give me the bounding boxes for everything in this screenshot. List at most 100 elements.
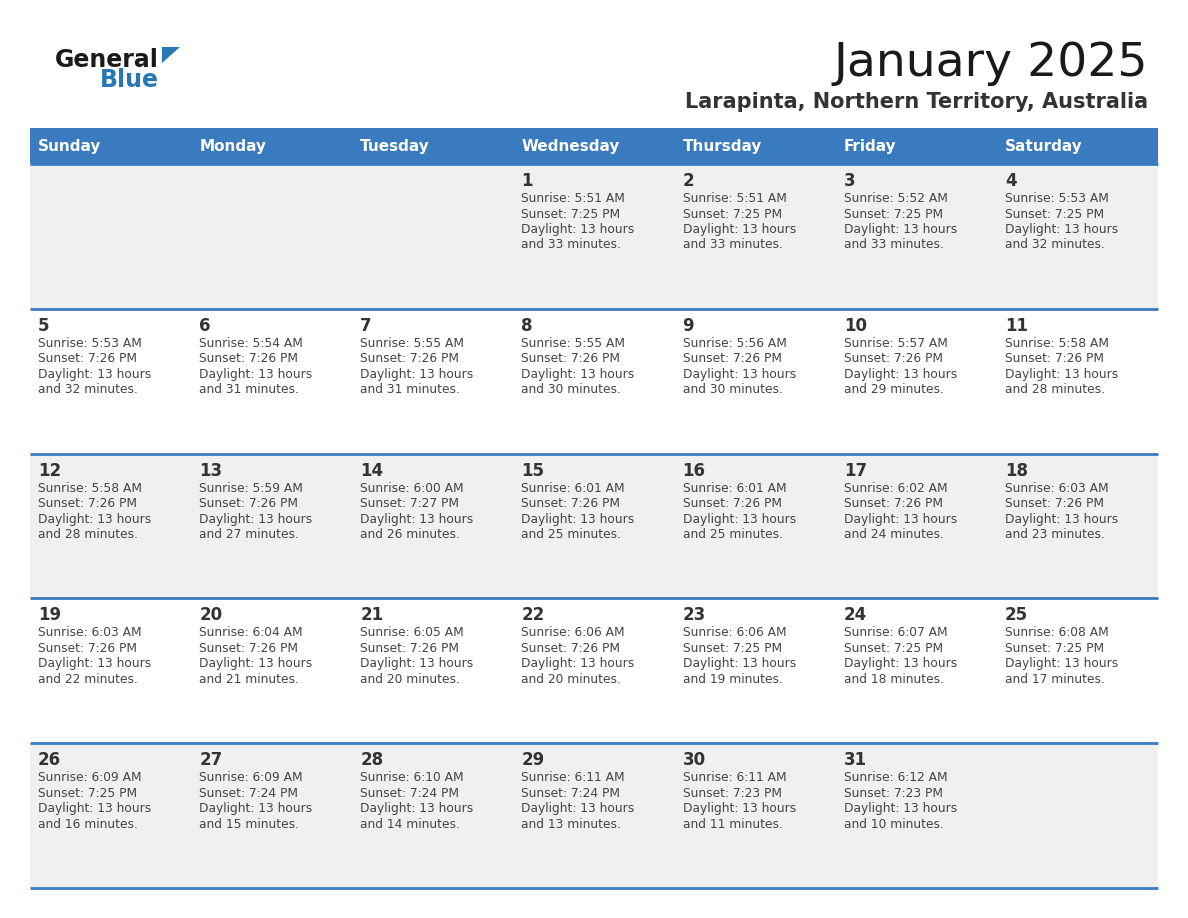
Text: and 29 minutes.: and 29 minutes. (843, 384, 943, 397)
Bar (675, 599, 835, 744)
Bar (30, 308, 191, 453)
Text: Sunrise: 6:12 AM: Sunrise: 6:12 AM (843, 771, 947, 784)
Text: Sunset: 7:25 PM: Sunset: 7:25 PM (843, 642, 943, 655)
Bar (835, 453, 997, 599)
Text: Daylight: 13 hours: Daylight: 13 hours (843, 657, 958, 670)
Bar (513, 164, 675, 308)
Bar (675, 164, 835, 308)
Text: Sunset: 7:23 PM: Sunset: 7:23 PM (683, 787, 782, 800)
Text: Sunrise: 6:10 AM: Sunrise: 6:10 AM (360, 771, 463, 784)
Text: and 18 minutes.: and 18 minutes. (843, 673, 943, 686)
Bar (513, 744, 675, 888)
Text: 19: 19 (38, 607, 61, 624)
Text: Daylight: 13 hours: Daylight: 13 hours (360, 512, 474, 526)
Bar (675, 128, 835, 164)
Bar (997, 453, 1158, 599)
Text: and 32 minutes.: and 32 minutes. (38, 384, 138, 397)
Text: Sunrise: 5:57 AM: Sunrise: 5:57 AM (843, 337, 948, 350)
Text: 11: 11 (1005, 317, 1028, 335)
Text: and 30 minutes.: and 30 minutes. (683, 384, 783, 397)
Text: Sunset: 7:26 PM: Sunset: 7:26 PM (360, 642, 460, 655)
Text: Daylight: 13 hours: Daylight: 13 hours (38, 368, 151, 381)
Bar (675, 453, 835, 599)
Text: and 28 minutes.: and 28 minutes. (38, 528, 138, 541)
Bar (835, 164, 997, 308)
Text: and 27 minutes.: and 27 minutes. (200, 528, 299, 541)
Text: 16: 16 (683, 462, 706, 479)
Text: Daylight: 13 hours: Daylight: 13 hours (200, 368, 312, 381)
Bar (30, 164, 191, 308)
Bar (191, 164, 353, 308)
Bar (353, 744, 513, 888)
Bar (191, 744, 353, 888)
Text: Daylight: 13 hours: Daylight: 13 hours (843, 223, 958, 236)
Bar (997, 308, 1158, 453)
Text: Daylight: 13 hours: Daylight: 13 hours (360, 368, 474, 381)
Bar (835, 599, 997, 744)
Text: and 16 minutes.: and 16 minutes. (38, 818, 138, 831)
Text: and 20 minutes.: and 20 minutes. (522, 673, 621, 686)
Text: Sunset: 7:26 PM: Sunset: 7:26 PM (38, 642, 137, 655)
Text: Sunset: 7:25 PM: Sunset: 7:25 PM (522, 207, 620, 220)
Text: 18: 18 (1005, 462, 1028, 479)
Text: 30: 30 (683, 751, 706, 769)
Text: and 21 minutes.: and 21 minutes. (200, 673, 299, 686)
Text: 6: 6 (200, 317, 210, 335)
Text: and 11 minutes.: and 11 minutes. (683, 818, 783, 831)
Text: Sunset: 7:26 PM: Sunset: 7:26 PM (683, 353, 782, 365)
Text: Sunset: 7:26 PM: Sunset: 7:26 PM (522, 498, 620, 510)
Text: 9: 9 (683, 317, 694, 335)
Text: Sunset: 7:24 PM: Sunset: 7:24 PM (360, 787, 460, 800)
Text: and 14 minutes.: and 14 minutes. (360, 818, 460, 831)
Text: 22: 22 (522, 607, 544, 624)
Bar (513, 128, 675, 164)
Text: Sunrise: 5:58 AM: Sunrise: 5:58 AM (38, 482, 143, 495)
Text: Daylight: 13 hours: Daylight: 13 hours (522, 802, 634, 815)
Bar (835, 308, 997, 453)
Bar (675, 308, 835, 453)
Bar (835, 744, 997, 888)
Text: January 2025: January 2025 (834, 40, 1148, 85)
Text: 10: 10 (843, 317, 867, 335)
Text: Sunset: 7:26 PM: Sunset: 7:26 PM (360, 353, 460, 365)
Bar (191, 128, 353, 164)
Text: Sunrise: 6:11 AM: Sunrise: 6:11 AM (522, 771, 625, 784)
Text: and 17 minutes.: and 17 minutes. (1005, 673, 1105, 686)
Text: Sunrise: 6:09 AM: Sunrise: 6:09 AM (38, 771, 141, 784)
Text: Sunrise: 5:59 AM: Sunrise: 5:59 AM (200, 482, 303, 495)
Bar (30, 453, 191, 599)
Text: Daylight: 13 hours: Daylight: 13 hours (522, 512, 634, 526)
Text: Daylight: 13 hours: Daylight: 13 hours (1005, 657, 1118, 670)
Text: Sunset: 7:25 PM: Sunset: 7:25 PM (1005, 207, 1104, 220)
Bar (30, 128, 191, 164)
Text: Sunrise: 5:51 AM: Sunrise: 5:51 AM (683, 192, 786, 205)
Text: Sunrise: 6:03 AM: Sunrise: 6:03 AM (1005, 482, 1108, 495)
Text: Sunset: 7:26 PM: Sunset: 7:26 PM (683, 498, 782, 510)
Bar (997, 599, 1158, 744)
Text: Sunrise: 6:06 AM: Sunrise: 6:06 AM (522, 626, 625, 640)
Polygon shape (162, 47, 181, 63)
Bar (835, 128, 997, 164)
Text: Sunrise: 6:04 AM: Sunrise: 6:04 AM (200, 626, 303, 640)
Text: 21: 21 (360, 607, 384, 624)
Text: 29: 29 (522, 751, 544, 769)
Text: Daylight: 13 hours: Daylight: 13 hours (522, 657, 634, 670)
Text: 12: 12 (38, 462, 61, 479)
Text: Sunrise: 6:07 AM: Sunrise: 6:07 AM (843, 626, 947, 640)
Text: Sunset: 7:25 PM: Sunset: 7:25 PM (683, 642, 782, 655)
Text: Sunrise: 6:03 AM: Sunrise: 6:03 AM (38, 626, 141, 640)
Text: Daylight: 13 hours: Daylight: 13 hours (38, 802, 151, 815)
Bar (353, 453, 513, 599)
Text: and 28 minutes.: and 28 minutes. (1005, 384, 1105, 397)
Text: and 32 minutes.: and 32 minutes. (1005, 239, 1105, 252)
Text: and 30 minutes.: and 30 minutes. (522, 384, 621, 397)
Text: Sunset: 7:24 PM: Sunset: 7:24 PM (522, 787, 620, 800)
Text: and 22 minutes.: and 22 minutes. (38, 673, 138, 686)
Bar (997, 128, 1158, 164)
Text: Sunrise: 6:09 AM: Sunrise: 6:09 AM (200, 771, 303, 784)
Text: and 26 minutes.: and 26 minutes. (360, 528, 460, 541)
Text: Daylight: 13 hours: Daylight: 13 hours (360, 657, 474, 670)
Text: and 33 minutes.: and 33 minutes. (683, 239, 783, 252)
Text: Sunset: 7:24 PM: Sunset: 7:24 PM (200, 787, 298, 800)
Text: Monday: Monday (200, 139, 266, 153)
